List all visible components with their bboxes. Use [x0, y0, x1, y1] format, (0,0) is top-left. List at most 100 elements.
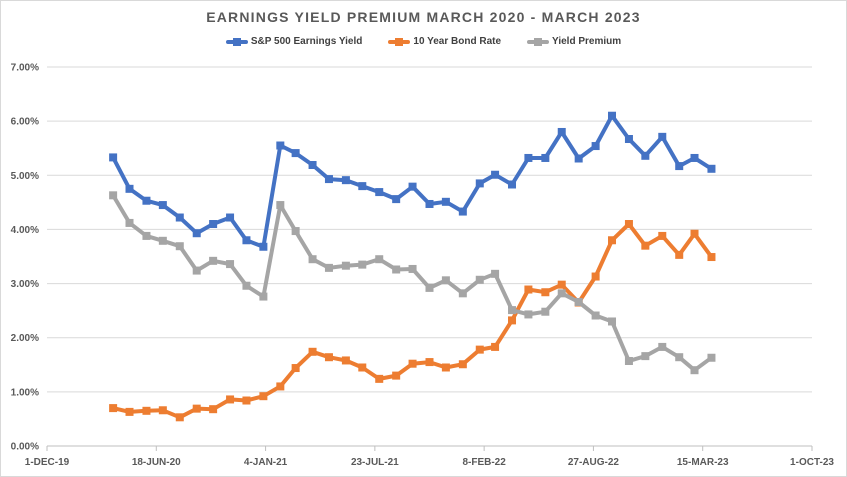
legend-item-yield-premium: Yield Premium	[527, 36, 621, 47]
x-tick-label-5: 27-AUG-22	[568, 457, 620, 468]
point-yield-premium-26	[541, 307, 550, 316]
legend-item-sp500: S&P 500 Earnings Yield	[225, 36, 363, 47]
point-sp500-21	[458, 207, 467, 216]
point-bond-rate-29	[591, 272, 600, 281]
point-bond-rate-32	[641, 241, 650, 250]
point-sp500-32	[641, 151, 650, 160]
y-tick-label-0: 0.00%	[11, 442, 39, 453]
point-bond-rate-12	[308, 347, 317, 356]
point-yield-premium-18	[408, 264, 417, 273]
point-yield-premium-12	[308, 255, 317, 264]
point-sp500-23	[491, 170, 500, 179]
point-yield-premium-25	[524, 310, 533, 319]
point-yield-premium-28	[574, 297, 583, 306]
point-bond-rate-18	[408, 359, 417, 368]
point-sp500-16	[375, 188, 384, 197]
point-bond-rate-25	[524, 285, 533, 294]
point-sp500-0	[109, 153, 118, 162]
point-sp500-8	[242, 236, 251, 245]
point-sp500-5	[192, 229, 201, 238]
point-sp500-33	[658, 132, 667, 141]
point-bond-rate-17	[392, 371, 401, 380]
point-bond-rate-8	[242, 396, 251, 405]
point-yield-premium-36	[707, 353, 716, 362]
point-yield-premium-6	[209, 256, 218, 265]
point-yield-premium-24	[508, 306, 517, 315]
point-yield-premium-1	[125, 218, 134, 227]
point-yield-premium-22	[475, 275, 484, 284]
point-yield-premium-23	[491, 269, 500, 278]
point-sp500-27	[557, 127, 566, 136]
point-bond-rate-36	[707, 253, 716, 262]
x-tick-label-4: 8-FEB-22	[462, 457, 506, 468]
point-sp500-31	[624, 135, 633, 144]
point-sp500-24	[508, 180, 517, 189]
point-yield-premium-0	[109, 191, 118, 200]
chart-title: EARNINGS YIELD PREMIUM MARCH 2020 - MARC…	[206, 9, 641, 25]
x-tick-label-6: 15-MAR-23	[677, 457, 729, 468]
point-bond-rate-9	[259, 392, 268, 401]
y-tick-label-4: 4.00%	[11, 225, 39, 236]
point-bond-rate-0	[109, 404, 118, 413]
y-tick-label-2: 2.00%	[11, 333, 39, 344]
x-tick-label-0: 1-DEC-19	[25, 457, 70, 468]
legend-label-bond-rate: 10 Year Bond Rate	[413, 36, 502, 47]
legend-item-bond-rate: 10 Year Bond Rate	[388, 36, 501, 47]
x-tick-label-3: 23-JUL-21	[351, 457, 399, 468]
legend: S&P 500 Earnings Yield 10 Year Bond Rate…	[0, 36, 847, 47]
point-yield-premium-20	[441, 276, 450, 285]
point-yield-premium-32	[641, 352, 650, 361]
point-bond-rate-31	[624, 220, 633, 229]
point-yield-premium-10	[276, 201, 285, 210]
point-yield-premium-5	[192, 266, 201, 275]
point-sp500-11	[291, 149, 300, 158]
point-yield-premium-2	[142, 231, 151, 240]
point-sp500-36	[707, 164, 716, 173]
point-yield-premium-11	[291, 227, 300, 236]
legend-swatch-bond-rate	[388, 37, 411, 46]
x-tick-label-2: 4-JAN-21	[244, 457, 288, 468]
point-yield-premium-14	[341, 261, 350, 270]
point-sp500-26	[541, 153, 550, 162]
point-sp500-30	[608, 111, 617, 120]
point-sp500-1	[125, 184, 134, 193]
point-sp500-14	[341, 176, 350, 185]
point-bond-rate-30	[608, 236, 617, 245]
point-sp500-28	[574, 154, 583, 163]
point-yield-premium-33	[658, 342, 667, 351]
point-bond-rate-19	[425, 358, 434, 367]
point-yield-premium-13	[324, 263, 333, 272]
point-bond-rate-13	[324, 353, 333, 362]
point-bond-rate-14	[341, 356, 350, 365]
point-bond-rate-7	[226, 395, 235, 404]
point-sp500-6	[209, 220, 218, 229]
point-sp500-7	[226, 213, 235, 222]
point-yield-premium-30	[608, 317, 617, 326]
point-yield-premium-19	[425, 283, 434, 292]
y-tick-label-3: 3.00%	[11, 279, 39, 290]
y-tick-label-6: 6.00%	[11, 117, 39, 128]
point-bond-rate-10	[276, 382, 285, 391]
point-bond-rate-22	[475, 345, 484, 354]
legend-label-sp500: S&P 500 Earnings Yield	[250, 36, 363, 47]
series-line-bond-rate	[111, 222, 714, 420]
y-tick-label-7: 7.00%	[11, 63, 39, 74]
point-bond-rate-2	[142, 406, 151, 415]
point-bond-rate-33	[658, 231, 667, 240]
point-yield-premium-4	[175, 242, 184, 251]
point-sp500-15	[358, 182, 367, 191]
point-sp500-20	[441, 197, 450, 206]
point-bond-rate-34	[675, 250, 684, 259]
point-sp500-12	[308, 160, 317, 169]
point-sp500-3	[158, 201, 167, 210]
point-yield-premium-31	[624, 356, 633, 365]
point-sp500-35	[690, 153, 699, 162]
legend-label-yield-premium: Yield Premium	[552, 36, 622, 47]
point-bond-rate-15	[358, 363, 367, 372]
point-yield-premium-9	[259, 292, 268, 301]
point-yield-premium-29	[591, 311, 600, 320]
point-sp500-9	[259, 242, 268, 251]
point-yield-premium-35	[690, 366, 699, 375]
point-sp500-17	[392, 195, 401, 204]
